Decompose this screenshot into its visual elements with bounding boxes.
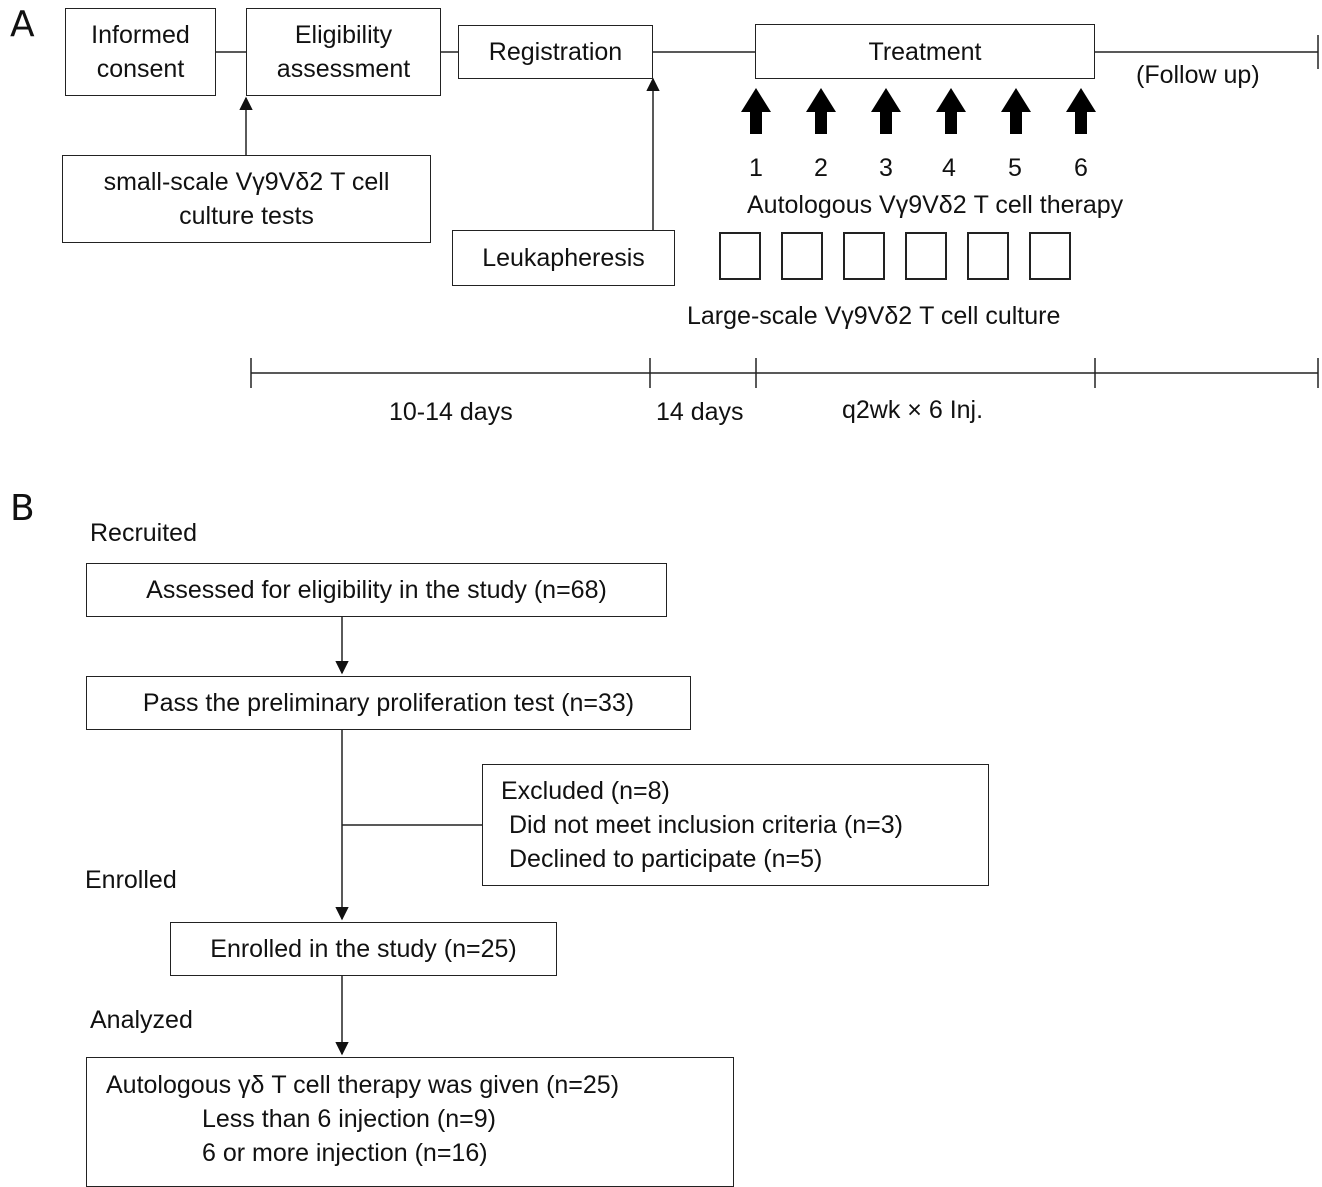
therapy-label: Autologous Vγ9Vδ2 T cell therapy — [747, 191, 1124, 219]
timeline-period-1: 10-14 days — [389, 398, 513, 426]
injection-number-6: 6 — [1074, 154, 1088, 182]
therapy-given-line-2: 6 or more injection (n=16) — [202, 1139, 488, 1167]
registration-box: Registration — [458, 25, 653, 79]
eligibility-line-2: assessment — [276, 55, 411, 83]
excluded-title: Excluded (n=8) — [501, 777, 670, 805]
culture-square-5 — [967, 232, 1009, 280]
stage-enrolled: Enrolled — [85, 866, 177, 894]
informed-consent-line-2: consent — [96, 55, 185, 83]
injection-number-4: 4 — [942, 154, 956, 182]
culture-square-2 — [781, 232, 823, 280]
follow-up-label: (Follow up) — [1136, 61, 1260, 89]
therapy-given-box: Autologous γδ T cell therapy was given (… — [86, 1057, 734, 1187]
panel-a-label: A — [10, 4, 35, 45]
injection-arrow-2 — [806, 88, 836, 134]
excluded-reason-2: Declined to participate (n=5) — [509, 845, 823, 873]
injection-number-3: 3 — [879, 154, 893, 182]
small-scale-line-1: small-scale Vγ9Vδ2 T cell — [103, 168, 390, 196]
small-scale-line-2: culture tests — [179, 202, 314, 230]
stage-analyzed: Analyzed — [90, 1006, 193, 1034]
informed-consent-line-1: Informed — [91, 21, 190, 49]
injection-arrow-4 — [936, 88, 966, 134]
informed-consent-box: Informed consent — [65, 8, 216, 96]
treatment-box: Treatment — [755, 24, 1095, 79]
eligibility-line-1: Eligibility — [294, 21, 393, 49]
injection-arrow-5 — [1001, 88, 1031, 134]
stage-recruited: Recruited — [90, 519, 197, 547]
assessed-box: Assessed for eligibility in the study (n… — [86, 563, 667, 617]
culture-label: Large-scale Vγ9Vδ2 T cell culture — [687, 302, 1061, 330]
assessed-label: Assessed for eligibility in the study (n… — [146, 576, 607, 604]
small-scale-culture-box: small-scale Vγ9Vδ2 T cell culture tests — [62, 155, 431, 243]
leukapheresis-box: Leukapheresis — [452, 230, 675, 286]
therapy-given-line-1: Less than 6 injection (n=9) — [202, 1105, 496, 1133]
culture-square-6 — [1029, 232, 1071, 280]
injection-number-5: 5 — [1008, 154, 1022, 182]
registration-label: Registration — [488, 38, 623, 66]
injection-number-1: 1 — [749, 154, 763, 182]
excluded-box: Excluded (n=8) Did not meet inclusion cr… — [482, 764, 989, 886]
culture-square-4 — [905, 232, 947, 280]
therapy-given-title: Autologous γδ T cell therapy was given (… — [106, 1071, 620, 1099]
eligibility-assessment-box: Eligibility assessment — [246, 8, 441, 96]
culture-square-1 — [719, 232, 761, 280]
culture-square-3 — [843, 232, 885, 280]
panel-b-label: B — [10, 488, 35, 529]
injection-number-2: 2 — [814, 154, 828, 182]
treatment-label: Treatment — [868, 37, 982, 66]
injection-arrow-3 — [871, 88, 901, 134]
enrolled-label: Enrolled in the study (n=25) — [210, 935, 517, 963]
pass-test-box: Pass the preliminary proliferation test … — [86, 676, 691, 730]
excluded-reason-1: Did not meet inclusion criteria (n=3) — [509, 811, 903, 839]
timeline-period-3: q2wk × 6 Inj. — [842, 396, 984, 424]
pass-test-label: Pass the preliminary proliferation test … — [142, 689, 635, 717]
enrolled-box: Enrolled in the study (n=25) — [170, 922, 557, 976]
injection-arrow-6 — [1066, 88, 1096, 134]
injection-arrow-1 — [741, 88, 771, 134]
timeline-period-2: 14 days — [656, 398, 744, 426]
leukapheresis-label: Leukapheresis — [482, 244, 645, 272]
injection-arrows — [741, 88, 1096, 134]
